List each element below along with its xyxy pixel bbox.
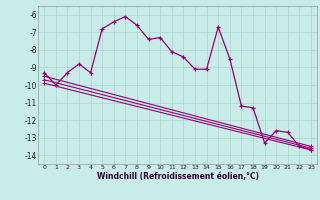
X-axis label: Windchill (Refroidissement éolien,°C): Windchill (Refroidissement éolien,°C)	[97, 172, 259, 181]
